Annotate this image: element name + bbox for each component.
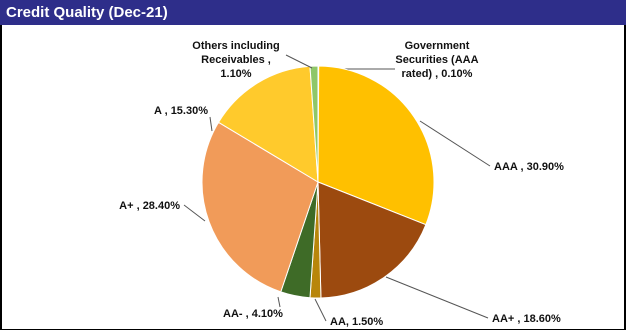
pie-slice-aaa bbox=[317, 65, 435, 226]
data-label: Others including Receivables , 1.10% bbox=[192, 40, 279, 80]
data-label: AA- , 4.10% bbox=[223, 308, 283, 320]
data-label: A , 15.30% bbox=[154, 105, 208, 117]
data-label: A+ , 28.40% bbox=[119, 200, 180, 212]
pie-slice-a bbox=[217, 65, 319, 183]
chart-title: Credit Quality (Dec-21) bbox=[0, 0, 626, 25]
leader-line bbox=[285, 54, 313, 69]
data-label: Government Securities (AAA rated) , 0.10% bbox=[395, 40, 478, 80]
pie-slice-others-including-receivables bbox=[309, 65, 319, 183]
pie-chart: Government Securities (AAA rated) , 0.10% A… bbox=[119, 40, 564, 328]
data-label: AA, 1.50% bbox=[330, 316, 383, 328]
leader-line bbox=[419, 120, 491, 167]
leader-line bbox=[314, 298, 327, 322]
data-label: AAA , 30.90% bbox=[494, 161, 564, 173]
leader-line bbox=[277, 296, 281, 308]
data-label: AA+ , 18.60% bbox=[492, 313, 561, 325]
leader-line bbox=[183, 204, 206, 222]
pie-slice-aa- bbox=[317, 181, 427, 299]
leader-line bbox=[209, 116, 213, 132]
leader-line bbox=[385, 276, 489, 319]
